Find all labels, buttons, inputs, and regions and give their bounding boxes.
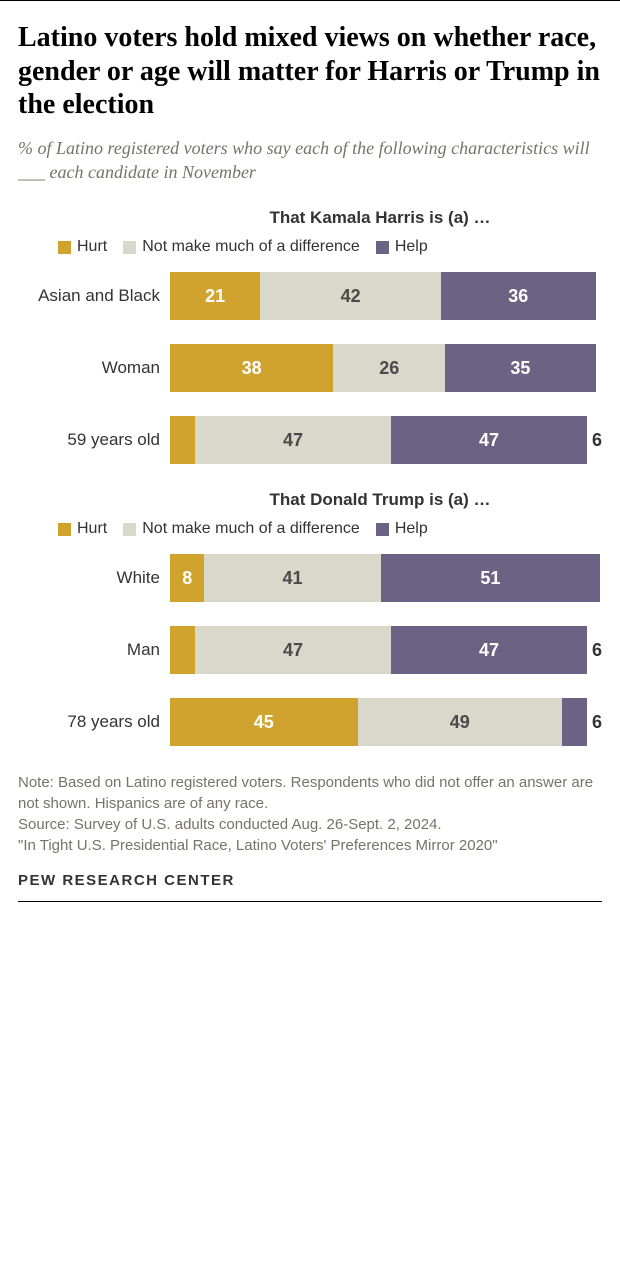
segment-hurt: 38 [170, 344, 333, 392]
segment-help: 47 [391, 626, 587, 674]
row-label: Woman [18, 358, 170, 378]
legend-item: Help [376, 520, 428, 538]
legend-item: Help [376, 238, 428, 256]
segment-neutral: 41 [204, 554, 380, 602]
legend-item: Not make much of a difference [123, 520, 360, 538]
value-outside: 6 [587, 430, 602, 451]
bar-row: White84151 [18, 554, 602, 602]
segment-hurt [170, 626, 195, 674]
row-label: Man [18, 640, 170, 660]
legend-swatch [123, 241, 136, 254]
legend-item: Hurt [58, 520, 107, 538]
segment-hurt: 21 [170, 272, 260, 320]
segment-hurt: 45 [170, 698, 358, 746]
segment-help: 47 [391, 416, 587, 464]
bar-row: 78 years old45496 [18, 698, 602, 746]
row-label: Asian and Black [18, 286, 170, 306]
segment-hurt: 8 [170, 554, 204, 602]
legend-item: Hurt [58, 238, 107, 256]
legend-label: Not make much of a difference [142, 238, 360, 256]
bar-row: 59 years old47476 [18, 416, 602, 464]
value-outside: 6 [587, 640, 602, 661]
chart-notes: Note: Based on Latino registered voters.… [18, 772, 602, 856]
row-label: 59 years old [18, 430, 170, 450]
row-label: 78 years old [18, 712, 170, 732]
segment-hurt [170, 416, 195, 464]
segment-neutral: 42 [260, 272, 441, 320]
segment-help: 51 [381, 554, 600, 602]
section-title: That Kamala Harris is (a) … [18, 208, 602, 228]
stacked-bar: 4747 [170, 626, 587, 674]
stacked-bar: 214236 [170, 272, 596, 320]
segment-neutral: 26 [333, 344, 445, 392]
segment-neutral: 47 [195, 626, 391, 674]
legend-swatch [58, 523, 71, 536]
stacked-bar: 84151 [170, 554, 600, 602]
bar-row: Woman382635 [18, 344, 602, 392]
legend-swatch [123, 523, 136, 536]
chart-subtitle: % of Latino registered voters who say ea… [18, 136, 602, 185]
bar-row: Man47476 [18, 626, 602, 674]
segment-help [562, 698, 587, 746]
legend: Hurt Not make much of a difference Help [18, 520, 602, 538]
segment-neutral: 47 [195, 416, 391, 464]
legend-label: Hurt [77, 520, 107, 538]
legend-item: Not make much of a difference [123, 238, 360, 256]
chart-title: Latino voters hold mixed views on whethe… [18, 21, 602, 122]
legend-label: Hurt [77, 238, 107, 256]
row-label: White [18, 568, 170, 588]
legend: Hurt Not make much of a difference Help [18, 238, 602, 256]
source-footer: PEW RESEARCH CENTER [18, 872, 602, 902]
segment-help: 36 [441, 272, 596, 320]
segment-help: 35 [445, 344, 595, 392]
legend-swatch [376, 523, 389, 536]
stacked-bar: 4549 [170, 698, 587, 746]
legend-label: Not make much of a difference [142, 520, 360, 538]
legend-label: Help [395, 520, 428, 538]
legend-label: Help [395, 238, 428, 256]
stacked-bar: 382635 [170, 344, 596, 392]
legend-swatch [376, 241, 389, 254]
value-outside: 6 [587, 712, 602, 733]
section-title: That Donald Trump is (a) … [18, 490, 602, 510]
segment-neutral: 49 [358, 698, 562, 746]
bar-row: Asian and Black214236 [18, 272, 602, 320]
legend-swatch [58, 241, 71, 254]
stacked-bar: 4747 [170, 416, 587, 464]
